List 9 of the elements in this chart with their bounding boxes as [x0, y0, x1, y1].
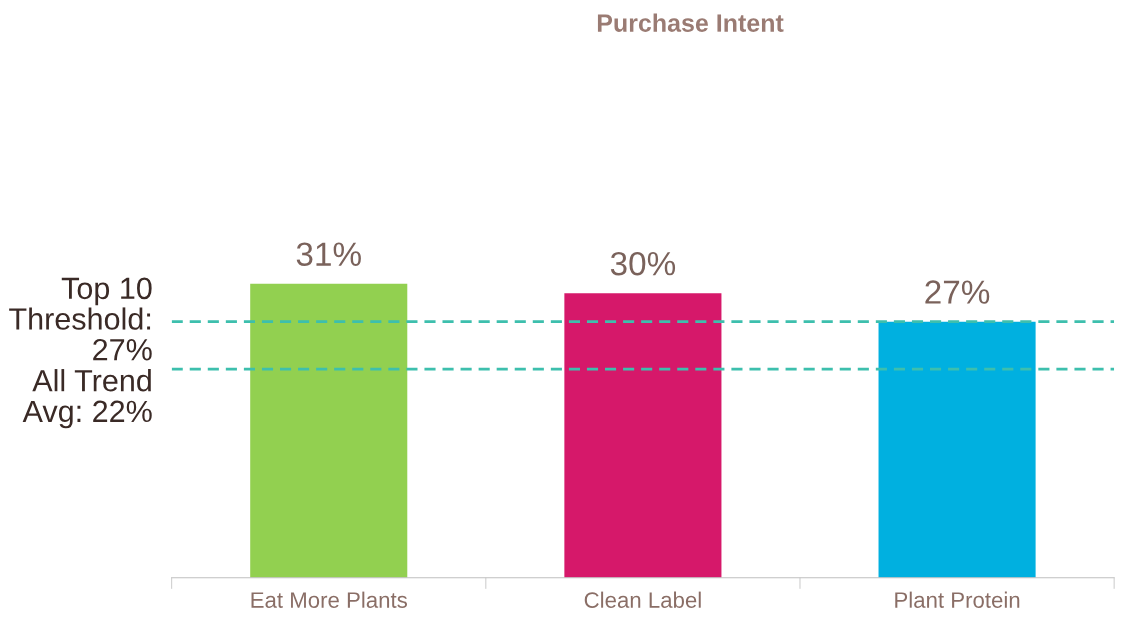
data-label: 30%	[610, 251, 676, 276]
data-label: 27%	[925, 280, 990, 304]
ref-line-label: Top 10 Threshold: 27%	[9, 277, 152, 361]
ref-line-label: All Trend Avg: 22%	[22, 369, 152, 429]
x-tick-label: Clean Label	[584, 591, 701, 608]
x-tick-label: Eat More Plants	[251, 591, 407, 608]
data-label: 31%	[296, 242, 361, 267]
chart-title: Purchase Intent	[597, 13, 784, 32]
x-tick-label: Plant Protein	[895, 591, 1020, 608]
